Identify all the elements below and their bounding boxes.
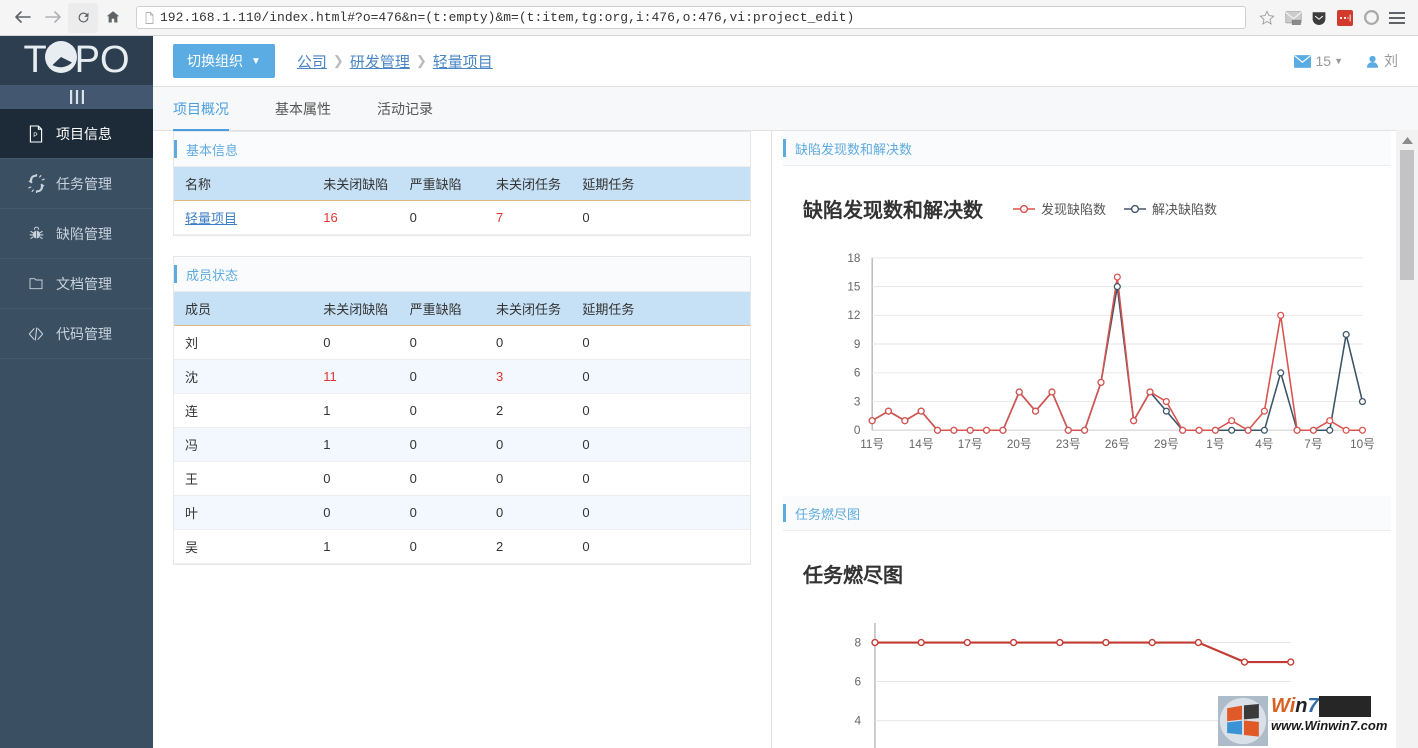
svg-text:15: 15	[847, 281, 861, 294]
svg-text:23号: 23号	[1056, 438, 1081, 451]
svg-text:7号: 7号	[1304, 438, 1322, 451]
svg-text:10号: 10号	[1350, 438, 1375, 451]
svg-text:0: 0	[854, 424, 861, 437]
svg-text:26号: 26号	[1105, 438, 1130, 451]
svg-text:12: 12	[847, 309, 860, 322]
svg-text:14号: 14号	[909, 438, 934, 451]
svg-text:4: 4	[854, 714, 861, 728]
svg-text:17号: 17号	[958, 438, 983, 451]
svg-text:6: 6	[854, 367, 861, 380]
svg-text:9: 9	[854, 338, 861, 351]
svg-text:3: 3	[854, 395, 861, 408]
svg-text:8: 8	[854, 636, 861, 650]
svg-text:1号: 1号	[1206, 438, 1224, 451]
svg-text:20号: 20号	[1007, 438, 1032, 451]
svg-text:11号: 11号	[860, 438, 884, 451]
svg-text:4号: 4号	[1255, 438, 1273, 451]
svg-text:18: 18	[847, 252, 861, 265]
svg-text:P: P	[33, 132, 37, 139]
svg-text:6: 6	[854, 675, 861, 689]
svg-text:29号: 29号	[1154, 438, 1179, 451]
